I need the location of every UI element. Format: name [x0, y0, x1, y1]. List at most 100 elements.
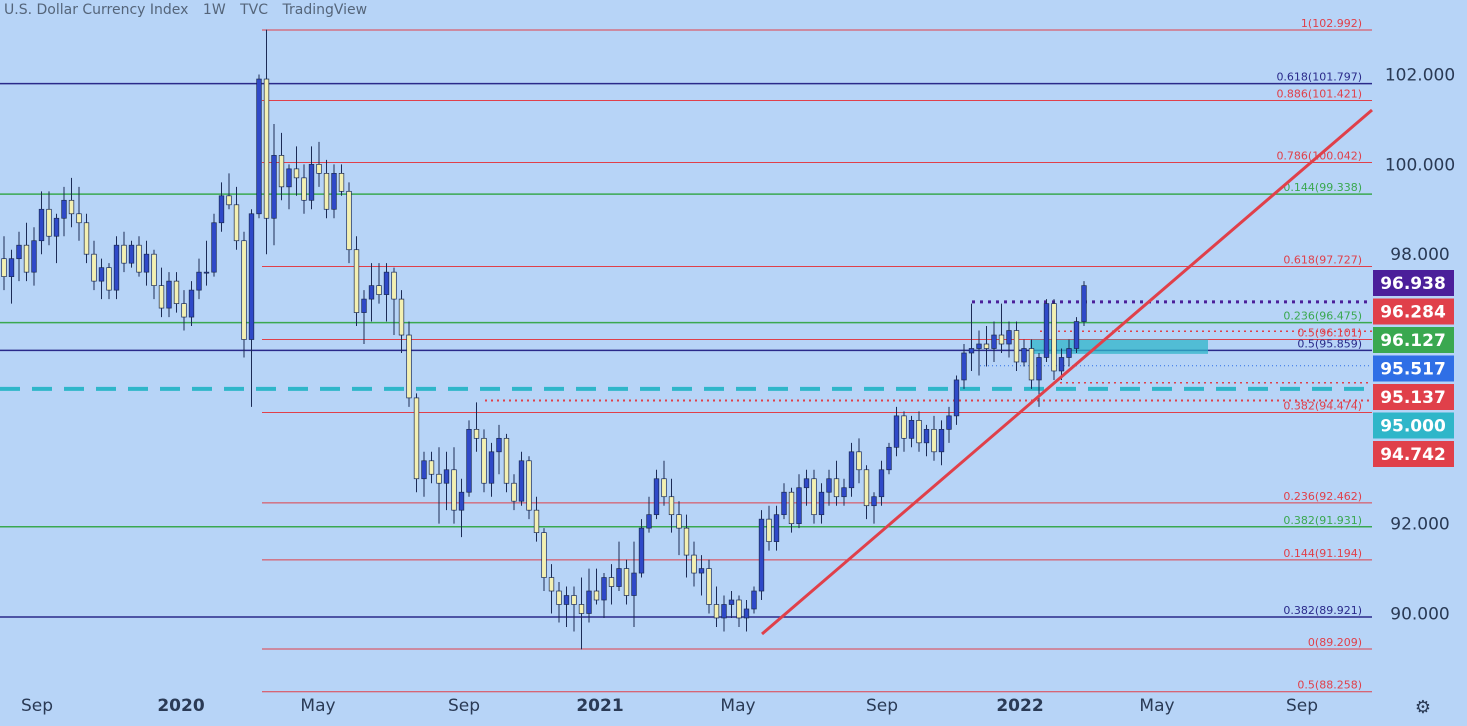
- gear-icon[interactable]: ⚙: [1414, 697, 1431, 718]
- candle-body: [608, 577, 615, 587]
- candle-body: [151, 253, 157, 286]
- candle-body: [136, 244, 142, 273]
- candle-body: [916, 420, 922, 444]
- price-badge[interactable]: [1373, 327, 1454, 353]
- candle-body: [946, 415, 952, 430]
- candle-body: [833, 478, 840, 498]
- candle-body: [188, 289, 195, 318]
- candle-body: [578, 604, 585, 614]
- candle-body: [616, 568, 622, 587]
- candle-body: [128, 244, 135, 264]
- candle-body: [218, 195, 225, 224]
- candle-body: [196, 271, 202, 291]
- candle-body: [586, 590, 592, 614]
- candle-body: [451, 469, 457, 511]
- candle-body: [466, 428, 472, 493]
- price-badge-label: 96.938: [1380, 274, 1446, 294]
- fib-level-label: 0.144(99.338): [1283, 181, 1362, 194]
- exchange-label: TVC: [240, 2, 269, 18]
- candle-body: [1066, 348, 1072, 358]
- fib-level-label: 0(89.209): [1308, 636, 1362, 649]
- price-axis-label: 102.000: [1385, 66, 1455, 86]
- candle-body: [1073, 321, 1080, 349]
- candle-body: [293, 168, 300, 179]
- candle-body: [316, 164, 322, 174]
- time-axis-label: May: [300, 696, 335, 716]
- candle-body: [38, 208, 45, 242]
- candle-body: [1013, 330, 1020, 363]
- candle-body: [601, 577, 607, 601]
- candle-body: [1006, 330, 1012, 345]
- candle-body: [113, 244, 120, 291]
- candle-body: [16, 244, 22, 260]
- price-badge-label: 94.742: [1380, 445, 1446, 465]
- symbol-name: U.S. Dollar Currency Index: [4, 2, 189, 18]
- candle-body: [76, 213, 82, 224]
- time-axis-label: Sep: [866, 696, 898, 716]
- candle-body: [376, 285, 382, 295]
- interval-label[interactable]: 1W: [202, 2, 226, 18]
- price-badge[interactable]: [1373, 412, 1454, 439]
- price-badge[interactable]: [1373, 441, 1454, 467]
- candle-body: [436, 473, 442, 484]
- candle-body: [383, 271, 390, 295]
- price-badge-label: 95.137: [1380, 388, 1446, 408]
- candle-body: [263, 78, 270, 219]
- candle-body: [788, 491, 795, 525]
- time-axis-label: 2022: [996, 696, 1043, 716]
- candle-body: [938, 428, 945, 453]
- candle-body: [841, 487, 847, 498]
- candle-body: [653, 478, 660, 516]
- candle-body: [286, 168, 292, 188]
- candle-body: [691, 554, 697, 574]
- candle-body: [743, 608, 750, 619]
- candle-body: [721, 604, 727, 619]
- candle-body: [181, 303, 187, 318]
- candle-body: [901, 415, 907, 439]
- candle-body: [211, 222, 217, 273]
- price-axis-label: 100.000: [1385, 155, 1455, 175]
- price-badge-label: 95.000: [1380, 417, 1446, 437]
- candle-body: [398, 298, 405, 336]
- candle-body: [893, 415, 900, 448]
- price-badge[interactable]: [1373, 270, 1454, 296]
- time-axis-label: Sep: [448, 696, 480, 716]
- candle-body: [563, 595, 570, 605]
- candle-body: [68, 199, 75, 215]
- fib-level-label: 0.5(95.859): [1297, 337, 1362, 350]
- fib-level-label: 0.5(96.101): [1297, 326, 1362, 339]
- time-axis-label: May: [720, 696, 755, 716]
- candle-body: [1051, 303, 1057, 372]
- candle-body: [953, 379, 960, 417]
- candle-body: [503, 437, 510, 484]
- candle-body: [826, 478, 832, 493]
- candle-body: [631, 572, 637, 596]
- candle-body: [106, 267, 112, 291]
- fib-level-label: 0.236(96.475): [1283, 310, 1362, 323]
- candle-body: [248, 213, 255, 340]
- price-badge-label: 96.127: [1380, 331, 1446, 351]
- price-badge[interactable]: [1373, 298, 1454, 325]
- price-badge-label: 95.517: [1380, 360, 1446, 380]
- candle-body: [556, 590, 562, 605]
- candle-body: [1021, 348, 1027, 363]
- fib-level-label: 0.236(92.462): [1283, 490, 1362, 503]
- time-axis-label: May: [1139, 696, 1174, 716]
- candle-body: [353, 249, 360, 313]
- support-zone[interactable]: [1030, 339, 1208, 354]
- candle-body: [983, 343, 990, 349]
- price-axis-label: 98.000: [1390, 245, 1449, 265]
- candle-body: [428, 460, 435, 475]
- price-badge[interactable]: [1373, 355, 1454, 382]
- trend-line[interactable]: [761, 108, 1373, 636]
- candle-body: [1058, 357, 1065, 372]
- price-badge[interactable]: [1373, 384, 1454, 410]
- candle-body: [331, 173, 337, 210]
- candle-body: [301, 177, 307, 201]
- chart-title-bar: U.S. Dollar Currency Index 1W TVC Tradin…: [4, 2, 377, 18]
- candle-body: [706, 568, 712, 605]
- candle-body: [271, 155, 277, 219]
- candle-body: [361, 298, 367, 313]
